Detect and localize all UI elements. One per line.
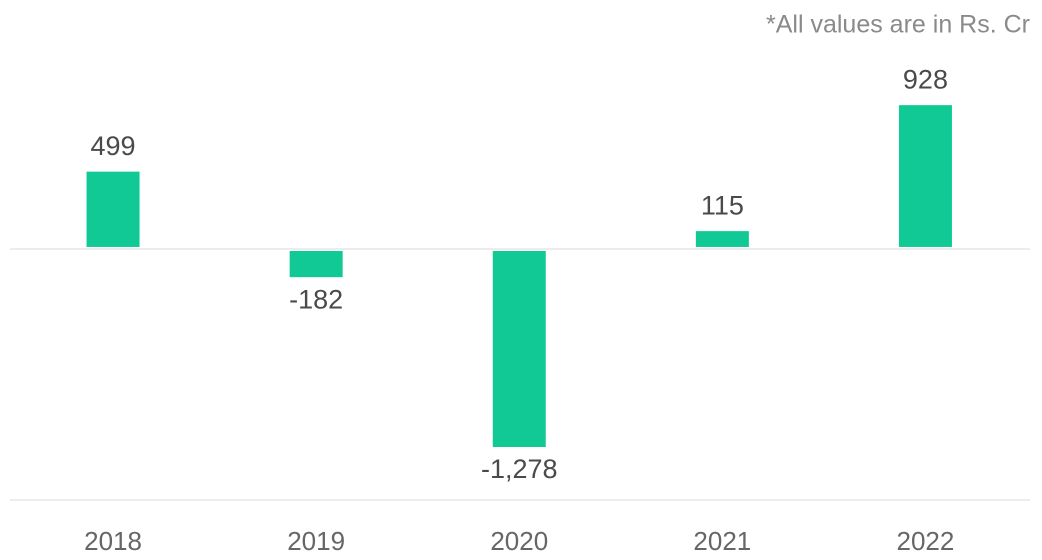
x-tick-label: 2020 [490,526,548,556]
bar [86,171,140,247]
x-tick-label: 2022 [897,526,955,556]
value-label: 115 [701,190,744,220]
note: *All values are in Rs. Cr [766,11,1030,39]
x-tick-label: 2021 [693,526,751,556]
bar [289,250,343,278]
value-label: 499 [91,131,136,161]
value-label: -182 [289,284,343,314]
value-label: -1,278 [481,454,558,484]
bar [898,105,952,247]
x-tick-label: 2019 [287,526,345,556]
x-tick-label: 2018 [84,526,142,556]
value-label: 928 [903,64,948,94]
bar [695,231,749,247]
bar [492,250,546,448]
